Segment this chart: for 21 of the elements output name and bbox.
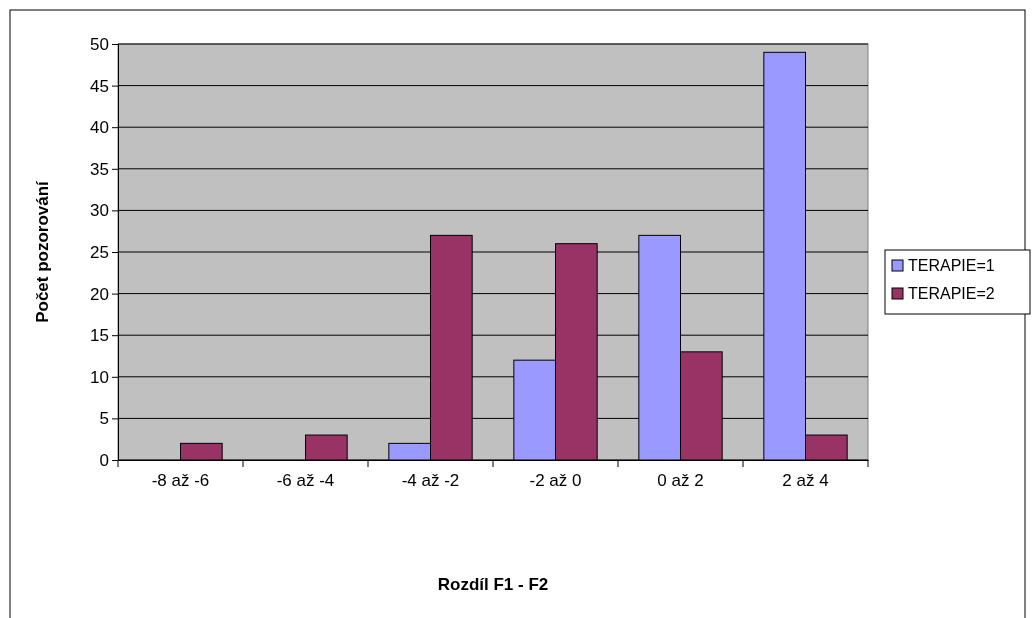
y-tick-label: 15 <box>90 326 109 346</box>
x-tick-label: -4 až -2 <box>401 471 460 491</box>
y-tick-label: 0 <box>99 450 109 470</box>
x-axis-title: Rozdíl F1 - F2 <box>437 575 549 594</box>
y-tick-label: 50 <box>90 34 109 54</box>
y-tick-label: 25 <box>90 242 109 262</box>
y-tick-label: 5 <box>99 409 109 429</box>
y-tick-label: 10 <box>90 367 109 387</box>
y-tick-label: 20 <box>90 284 109 304</box>
legend-label: TERAPIE=2 <box>908 285 995 302</box>
y-tick-label: 30 <box>90 201 109 221</box>
y-tick-label: 45 <box>90 76 109 96</box>
y-tick-label: 40 <box>90 118 109 138</box>
x-tick-label: -2 až 0 <box>529 471 582 491</box>
y-axis-title: Počet pozorování <box>33 179 52 323</box>
x-tick-label: 0 až 2 <box>657 471 704 491</box>
x-tick-label: 2 až 4 <box>782 471 829 491</box>
x-tick-label: -8 až -6 <box>151 471 210 491</box>
y-tick-label: 35 <box>90 159 109 179</box>
legend-label: TERAPIE=1 <box>908 257 995 274</box>
x-tick-label: -6 až -4 <box>276 471 335 491</box>
